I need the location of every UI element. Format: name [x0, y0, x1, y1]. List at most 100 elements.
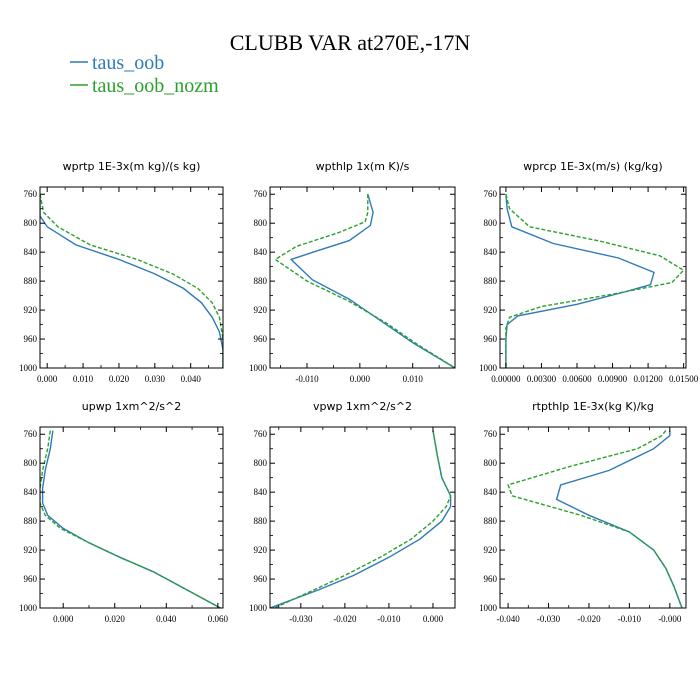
- x-tick-label: -0.010: [618, 614, 642, 624]
- y-tick-label: 760: [254, 429, 268, 439]
- series-line-taus-oob: [41, 430, 221, 608]
- y-tick-label: 920: [484, 545, 498, 555]
- y-tick-label: 840: [484, 247, 498, 257]
- y-tick-label: 840: [24, 487, 38, 497]
- y-tick-label: 840: [254, 487, 268, 497]
- series-line-taus-oob-nozm: [274, 194, 455, 368]
- x-tick-label: 0.01500: [669, 374, 699, 384]
- figure-title: CLUBB VAR at270E,-17N: [230, 30, 471, 55]
- x-tick-label: 0.000: [37, 374, 58, 384]
- x-tick-label: -0.020: [333, 614, 357, 624]
- x-tick-label: 0.010: [403, 374, 424, 384]
- y-tick-label: 1000: [249, 363, 268, 373]
- x-tick-label: 0.01200: [633, 374, 663, 384]
- x-tick-label: 0.00000: [491, 374, 521, 384]
- y-tick-label: 880: [24, 276, 38, 286]
- y-tick-label: 800: [24, 458, 38, 468]
- x-tick-label: -0.000: [658, 614, 682, 624]
- y-tick-label: 960: [24, 574, 38, 584]
- x-tick-label: -0.020: [577, 614, 601, 624]
- legend-label-taus-oob: taus_oob: [92, 52, 164, 74]
- y-tick-label: 1000: [479, 603, 498, 613]
- y-tick-label: 960: [484, 574, 498, 584]
- series-line-taus-oob-nozm: [507, 430, 683, 608]
- y-tick-label: 880: [254, 276, 268, 286]
- y-tick-label: 1000: [19, 603, 38, 613]
- series-line-taus-oob: [289, 194, 455, 368]
- panel-title: upwp 1xm^2/s^2: [82, 400, 182, 413]
- plot-frame: [499, 426, 687, 609]
- y-tick-label: 880: [254, 516, 268, 526]
- y-tick-label: 800: [254, 218, 268, 228]
- panel-1: wprtp 1E-3x(m kg)/(s kg) 760 800 840 880 920 9…: [19, 160, 224, 384]
- panel-title: wpthlp 1x(m K)/s: [316, 160, 410, 173]
- x-tick-label: -0.040: [496, 614, 520, 624]
- series-line-taus-oob-nozm: [40, 430, 221, 608]
- series-line-taus-oob: [505, 194, 655, 368]
- plot-frame: [39, 186, 224, 369]
- panel-4: upwp 1xm^2/s^2 760 800 840 880 920 960 1000 0.00…: [19, 400, 228, 624]
- panels: wprtp 1E-3x(m kg)/(s kg) 760 800 840 880 920 9…: [19, 160, 699, 624]
- y-tick-label: 840: [484, 487, 498, 497]
- series-line-taus-oob-nozm: [40, 194, 223, 368]
- series-line-taus-oob: [555, 430, 683, 608]
- x-tick-label: 0.020: [109, 374, 130, 384]
- panel-title: wprtp 1E-3x(m kg)/(s kg): [63, 160, 201, 173]
- x-tick-label: 0.020: [105, 614, 126, 624]
- y-tick-label: 800: [484, 218, 498, 228]
- x-tick-label: 0.030: [145, 374, 166, 384]
- panel-2: wpthlp 1x(m K)/s 760 800 840 880 920 960 1000 -0…: [249, 160, 456, 384]
- series-line-taus-oob: [270, 430, 452, 608]
- panel-3: wprcp 1E-3x(m/s) (kg/kg) 760 800 840 880 920 9…: [479, 160, 699, 384]
- y-tick-label: 920: [24, 545, 38, 555]
- x-tick-label: 0.040: [181, 374, 202, 384]
- legend: taus_oob taus_oob_nozm: [70, 52, 219, 97]
- plot-frame: [269, 186, 456, 369]
- y-tick-label: 840: [254, 247, 268, 257]
- y-tick-label: 760: [254, 189, 268, 199]
- y-tick-label: 880: [484, 276, 498, 286]
- plot-frame: [499, 186, 687, 369]
- y-tick-label: 1000: [249, 603, 268, 613]
- x-tick-label: 0.000: [53, 614, 74, 624]
- x-tick-label: -0.010: [295, 374, 319, 384]
- y-tick-label: 800: [484, 458, 498, 468]
- x-tick-label: -0.010: [377, 614, 401, 624]
- legend-label-taus-oob-nozm: taus_oob_nozm: [92, 75, 219, 97]
- y-tick-label: 920: [484, 305, 498, 315]
- y-tick-label: 920: [254, 545, 268, 555]
- panel-6: rtpthlp 1E-3x(kg K)/kg 760 800 840 880 920 960…: [479, 400, 687, 624]
- x-tick-label: -0.030: [289, 614, 313, 624]
- y-tick-label: 960: [24, 334, 38, 344]
- y-tick-label: 760: [484, 429, 498, 439]
- panel-title: wprcp 1E-3x(m/s) (kg/kg): [523, 160, 662, 173]
- x-tick-label: -0.030: [537, 614, 561, 624]
- plot-frame: [269, 426, 456, 609]
- y-tick-label: 920: [24, 305, 38, 315]
- y-tick-label: 880: [24, 516, 38, 526]
- y-tick-label: 960: [484, 334, 498, 344]
- y-tick-label: 760: [24, 189, 38, 199]
- y-tick-label: 800: [24, 218, 38, 228]
- y-tick-label: 880: [484, 516, 498, 526]
- x-tick-label: 0.00900: [598, 374, 628, 384]
- x-tick-label: 0.00300: [527, 374, 557, 384]
- y-tick-label: 840: [24, 247, 38, 257]
- plot-frame: [39, 426, 224, 609]
- series-line-taus-oob-nozm: [505, 194, 685, 368]
- x-tick-label: 0.000: [350, 374, 371, 384]
- x-tick-label: 0.040: [156, 614, 177, 624]
- y-tick-label: 1000: [19, 363, 38, 373]
- y-tick-label: 760: [24, 429, 38, 439]
- series-line-taus-oob: [40, 194, 223, 368]
- x-tick-label: 0.010: [73, 374, 94, 384]
- x-tick-label: 0.060: [208, 614, 229, 624]
- y-tick-label: 760: [484, 189, 498, 199]
- y-tick-label: 960: [254, 574, 268, 584]
- y-tick-label: 1000: [479, 363, 498, 373]
- y-tick-label: 960: [254, 334, 268, 344]
- y-tick-label: 920: [254, 305, 268, 315]
- x-tick-label: 0.000: [423, 614, 444, 624]
- panel-5: vpwp 1xm^2/s^2 760 800 840 880 920 960 1000 -0.0…: [249, 400, 456, 624]
